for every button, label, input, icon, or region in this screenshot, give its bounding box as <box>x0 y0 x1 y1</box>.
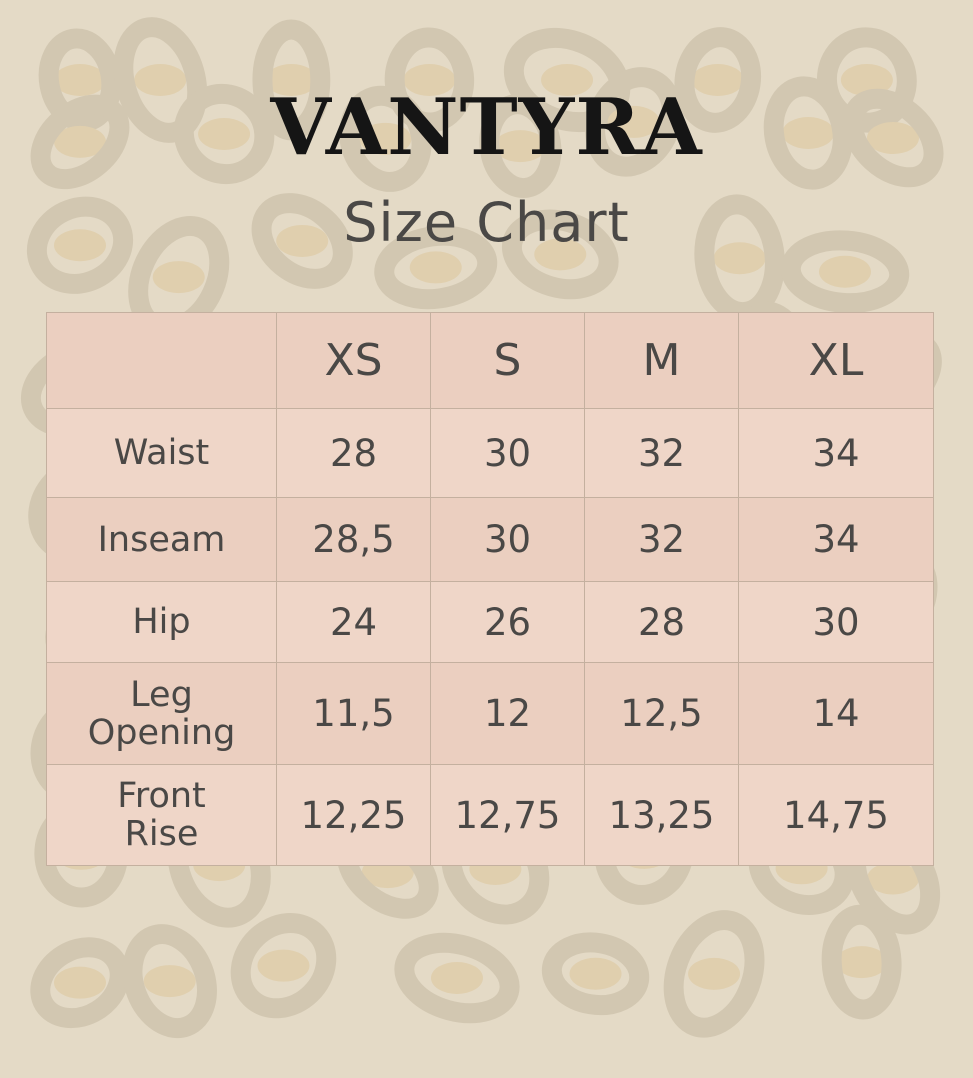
leopard-spot <box>26 196 134 294</box>
page-title: Size Chart <box>343 191 630 254</box>
header-corner <box>46 312 277 409</box>
table-cell: 32 <box>584 497 739 582</box>
table-cell: 11,5 <box>276 662 431 765</box>
leopard-spot <box>842 88 944 188</box>
table-cell: 14 <box>738 662 934 765</box>
leopard-spot <box>763 76 853 190</box>
leopard-spot <box>30 937 130 1029</box>
leopard-spot <box>251 193 353 289</box>
table-row: Waist 28 30 32 34 <box>46 408 934 498</box>
table-row: Inseam 28,5 30 32 34 <box>46 497 934 582</box>
leopard-spot <box>252 19 331 141</box>
row-label: Waist <box>46 408 277 498</box>
header-xl: XL <box>738 312 934 409</box>
leopard-spot <box>585 67 683 177</box>
table-cell: 28,5 <box>276 497 431 582</box>
leopard-spot <box>30 94 130 190</box>
leopard-spot <box>479 94 562 199</box>
row-label: Inseam <box>46 497 277 582</box>
table-cell: 34 <box>738 497 934 582</box>
table-cell: 30 <box>430 408 585 498</box>
row-label: Leg Opening <box>46 662 277 765</box>
leopard-spot <box>674 27 762 133</box>
leopard-spot <box>230 913 337 1019</box>
row-label: Front Rise <box>46 764 277 866</box>
leopard-spot <box>384 27 475 133</box>
header-xs: XS <box>276 312 431 409</box>
leopard-spot <box>821 904 902 1020</box>
table-row: Hip 24 26 28 30 <box>46 581 934 663</box>
header-row: XS S M XL <box>46 312 934 409</box>
header-m: M <box>584 312 739 409</box>
brand-logo: VANTYRA <box>270 82 703 173</box>
table-cell: 12,75 <box>430 764 585 866</box>
size-chart-table: XS S M XL Waist 28 30 32 34 Inseam 28,5 30 32 34 H… <box>46 312 934 866</box>
leopard-spot <box>663 910 765 1038</box>
leopard-spot <box>374 225 498 310</box>
table-cell: 28 <box>276 408 431 498</box>
table-cell: 12,5 <box>584 662 739 765</box>
row-label: Hip <box>46 581 277 663</box>
table-cell: 32 <box>584 408 739 498</box>
leopard-spot <box>780 230 910 314</box>
table-cell: 34 <box>738 408 934 498</box>
leopard-spot <box>173 83 275 185</box>
table-cell: 13,25 <box>584 764 739 866</box>
table-cell: 12 <box>430 662 585 765</box>
table-cell: 28 <box>584 581 739 663</box>
leopard-spot <box>38 28 122 132</box>
header-s: S <box>430 312 585 409</box>
table-cell: 14,75 <box>738 764 934 866</box>
table-cell: 24 <box>276 581 431 663</box>
leopard-spot <box>394 932 520 1024</box>
leopard-spot <box>122 924 217 1039</box>
leopard-spot <box>694 194 785 323</box>
table-cell: 30 <box>430 497 585 582</box>
table-cell: 12,25 <box>276 764 431 866</box>
table-row: Leg Opening 11,5 12 12,5 14 <box>46 662 934 765</box>
leopard-spot <box>501 209 619 300</box>
leopard-spot <box>339 85 432 192</box>
leopard-spot <box>541 932 650 1016</box>
table-row: Front Rise 12,25 12,75 13,25 14,75 <box>46 764 934 866</box>
table-cell: 30 <box>738 581 934 663</box>
table-cell: 26 <box>430 581 585 663</box>
